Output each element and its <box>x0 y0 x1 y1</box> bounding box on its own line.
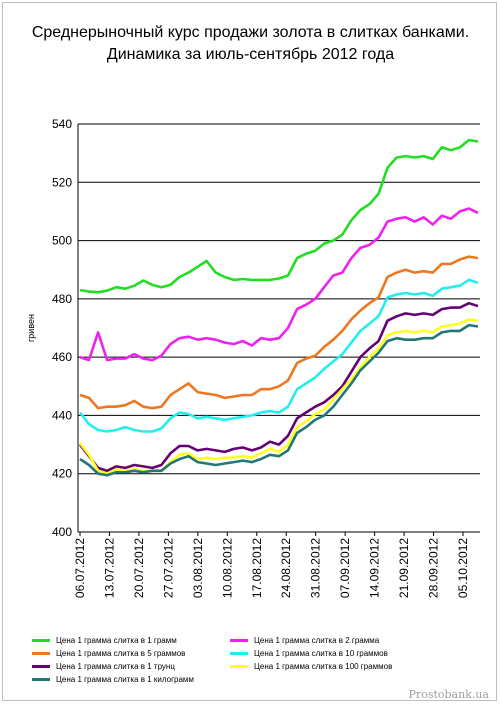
legend-item: Цена 1 грамма слитка в 1 трунц <box>32 662 175 671</box>
x-tick-label: 28.09.2012 <box>427 538 441 598</box>
y-tick-label: 400 <box>52 525 72 539</box>
watermark: Prostobank.ua <box>408 688 489 701</box>
x-tick-label: 20.07.2012 <box>132 538 146 598</box>
series-line-5 <box>78 301 479 473</box>
legend-item: Цена 1 грамма слитка в 10 граммов <box>230 649 388 658</box>
y-tick-label: 520 <box>52 175 72 189</box>
legend-swatch <box>32 665 50 668</box>
legend-swatch <box>230 639 248 642</box>
legend-label: Цена 1 грамма слитка в 2 грамма <box>254 636 380 645</box>
y-axis-label: гривен <box>26 314 36 342</box>
x-tick-label: 03.08.2012 <box>191 538 205 598</box>
legend-swatch <box>230 652 248 655</box>
legend-label: Цена 1 грамма слитка в 1 килограмм <box>56 675 194 684</box>
legend-swatch <box>32 639 50 642</box>
x-tick-label: 10.08.2012 <box>220 538 234 598</box>
legend-label: Цена 1 грамма слитка в 1 грамм <box>56 636 177 645</box>
x-tick-label: 17.08.2012 <box>250 538 264 598</box>
x-tick-label: 06.07.2012 <box>73 538 87 598</box>
legend-label: Цена 1 грамма слитка в 5 граммов <box>56 649 186 658</box>
y-tick-label: 420 <box>52 467 72 481</box>
legend-swatch <box>32 678 50 681</box>
y-tick-label: 500 <box>52 234 72 248</box>
legend-label: Цена 1 грамма слитка в 1 трунц <box>56 662 175 671</box>
y-tick-label: 440 <box>52 408 72 422</box>
plot-area <box>78 124 480 532</box>
legend-label: Цена 1 грамма слитка в 100 граммов <box>254 662 393 671</box>
legend-item: Цена 1 грамма слитка в 1 грамм <box>32 636 177 645</box>
legend-swatch <box>32 652 50 655</box>
x-tick-label: 13.07.2012 <box>102 538 116 598</box>
x-tick-label: 31.08.2012 <box>309 538 323 598</box>
legend-item: Цена 1 грамма слитка в 5 граммов <box>32 649 185 658</box>
legend-label: Цена 1 грамма слитка в 10 граммов <box>254 649 388 658</box>
series-line-1 <box>79 138 479 294</box>
series-line-4 <box>78 278 479 433</box>
x-tick-label: 27.07.2012 <box>161 538 175 598</box>
x-tick-label: 14.09.2012 <box>368 538 382 598</box>
legend-item: Цена 1 грамма слитка в 100 граммов <box>230 662 392 671</box>
x-tick-label: 05.10.2012 <box>456 538 470 598</box>
legend-swatch <box>230 665 248 668</box>
legend-item: Цена 1 грамма слитка в 2 грамма <box>230 636 379 645</box>
series-line-7 <box>79 323 479 477</box>
series-line-3 <box>79 255 479 410</box>
legend-item: Цена 1 грамма слитка в 1 килограмм <box>32 675 194 684</box>
chart-title: Среднерыночный курс продажи золота в сли… <box>31 24 470 63</box>
x-tick-label: 24.08.2012 <box>279 538 293 598</box>
y-tick-label: 480 <box>52 292 72 306</box>
chart-frame <box>2 2 497 701</box>
series-line-2 <box>79 207 479 362</box>
x-tick-label: 07.09.2012 <box>338 538 352 598</box>
x-tick-label: 21.09.2012 <box>397 538 411 598</box>
y-tick-label: 460 <box>52 350 72 364</box>
y-tick-label: 540 <box>52 117 72 131</box>
